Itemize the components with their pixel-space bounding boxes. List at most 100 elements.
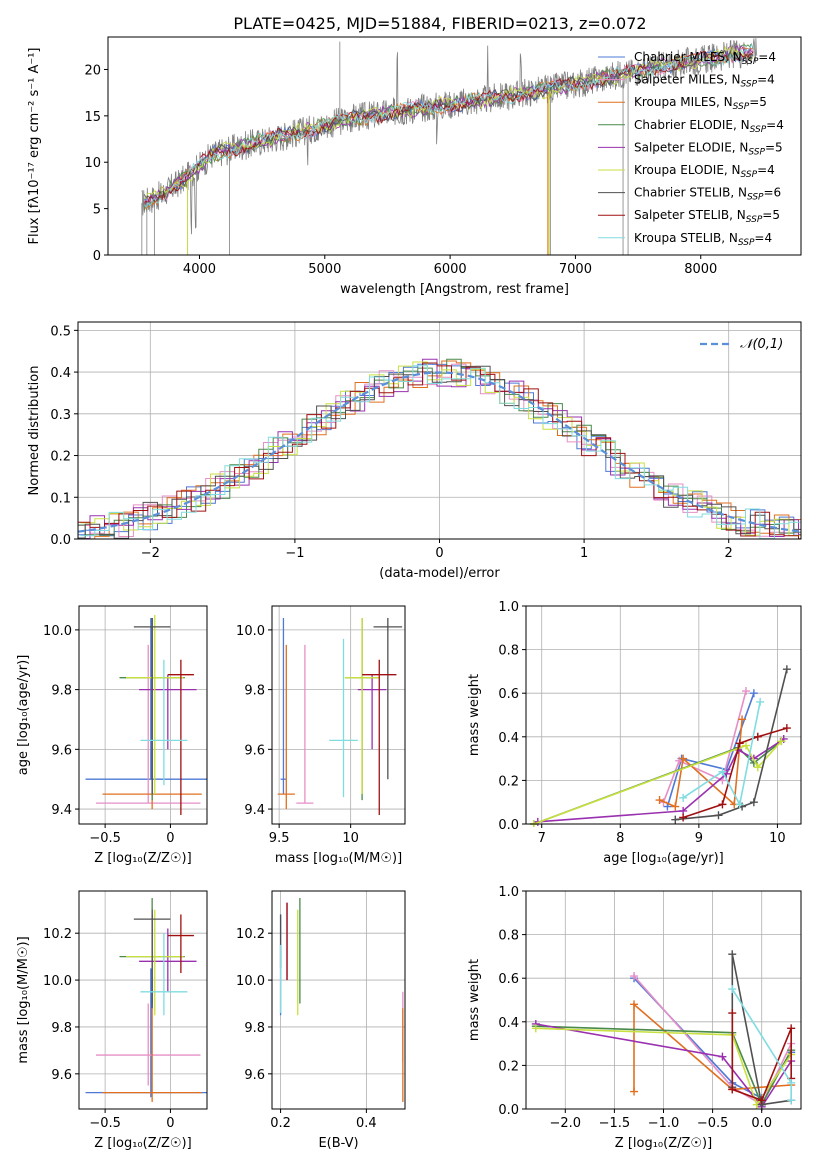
legend-label: Salpeter ELODIE, NSSP=5 [634, 140, 783, 157]
y-axis-label: mass weight [467, 674, 482, 756]
weight-line-area [531, 950, 796, 1111]
y-tick-label: 9.8 [244, 684, 265, 699]
x-tick-label: 0 [166, 1116, 174, 1131]
y-tick-label: 0.2 [50, 450, 71, 465]
x-tick-label: 9.5 [269, 831, 290, 846]
weight-marker [671, 815, 680, 824]
weight-series-line [535, 1023, 792, 1109]
y-tick-label: 0.8 [498, 644, 519, 659]
y-axis-label: Flux [fλ10⁻¹⁷ erg cm⁻² s⁻¹ A⁻¹] [27, 48, 42, 245]
legend-label: Salpeter STELIB, NSSP=5 [634, 208, 780, 225]
y-tick-label: 15 [84, 110, 101, 125]
y-tick-label: 20 [84, 63, 101, 78]
errorbar-area [85, 898, 207, 1102]
legend-label: Chabrier STELIB, NSSP=6 [634, 186, 781, 203]
x-tick-label: 6000 [434, 262, 467, 277]
x-tick-label: −1.5 [599, 1116, 631, 1131]
weight-marker [714, 811, 723, 820]
spectrum-panel: Chabrier MILES, NSSP=4 Salpeter MILES, NS… [27, 36, 802, 297]
y-tick-label: 10.2 [236, 927, 265, 942]
x-tick-label: 10 [342, 831, 359, 846]
y-tick-label: 10.2 [43, 927, 72, 942]
axes-frame [78, 890, 208, 1110]
y-tick-label: 0.6 [498, 972, 519, 987]
histogram-area [78, 358, 801, 539]
weight-marker [742, 687, 750, 696]
y-tick-label: 0.3 [50, 408, 71, 423]
weight-marker [738, 715, 747, 724]
weight-marker [782, 665, 791, 674]
mass-vs-metallicity-panel: −0.5 0 9.6 9.8 10.0 10.2 Z [log₁₀(Z/Z☉)] mass [… [16, 890, 208, 1151]
model-spectrum-line [143, 43, 754, 209]
weight-marker [655, 796, 664, 805]
weight-marker [728, 1085, 737, 1094]
weight-vs-age-panel: 7 8 9 10 0.0 0.2 0.4 0.6 0.8 1.0 age [log₁₀(age/yr… [467, 600, 802, 866]
weight-marker [728, 950, 737, 959]
weight-series-line [633, 1002, 792, 1092]
y-tick-label: 0 [93, 249, 101, 264]
weight-line-area [529, 665, 791, 827]
x-axis-label: (data-model)/error [379, 566, 500, 581]
y-tick-label: 10.0 [236, 974, 265, 989]
axes-frame [271, 605, 406, 825]
residuals-panel: 𝒩(0,1) −2 −1 0 1 2 0.0 0.1 0.2 0.3 0.4 0.5 (data-mod… [27, 321, 802, 581]
y-tick-label: 9.8 [51, 684, 72, 699]
y-tick-label: 9.4 [51, 803, 72, 818]
figure-title: PLATE=0425, MJD=51884, FIBERID=0213, z=0… [233, 14, 646, 33]
weight-marker [787, 1078, 796, 1087]
x-tick-label: −2 [141, 546, 160, 561]
weight-marker [753, 732, 762, 741]
residual-histogram-step [80, 361, 801, 536]
weight-marker [718, 1052, 727, 1061]
y-tick-label: 9.4 [244, 803, 265, 818]
weight-marker [782, 724, 791, 733]
spectrum-plot-area [141, 38, 758, 255]
x-tick-label: 0.2 [270, 1116, 291, 1131]
x-tick-label: 7 [538, 831, 546, 846]
weight-marker [757, 1096, 766, 1105]
x-tick-label: 0.0 [751, 1116, 772, 1131]
errorbar-area [85, 614, 207, 816]
weight-marker [728, 1009, 737, 1018]
y-tick-label: 0.0 [50, 533, 71, 548]
x-tick-label: −2.0 [549, 1116, 581, 1131]
age-vs-mass-panel: 9.5 10 9.4 9.6 9.8 10.0 mass [log₁₀(M/M☉)] [236, 605, 406, 866]
y-axis-label: Normed distribution [27, 366, 42, 496]
y-tick-label: 1.0 [498, 600, 519, 615]
weight-marker [679, 793, 688, 802]
y-tick-label: 0.2 [498, 1059, 519, 1074]
axes-frame [78, 605, 208, 825]
x-tick-label: 4000 [183, 262, 216, 277]
y-tick-label: 1.0 [498, 885, 519, 900]
residual-histogram-step [80, 365, 801, 539]
weight-marker [756, 697, 765, 706]
x-tick-label: 2 [725, 546, 733, 561]
x-axis-label: age [log₁₀(age/yr)] [603, 851, 724, 866]
y-tick-label: 10.0 [43, 974, 72, 989]
legend-label: 𝒩(0,1) [740, 337, 783, 352]
y-axis-label: age [log₁₀(age/yr)] [16, 655, 31, 776]
legend-label: Chabrier MILES, NSSP=4 [634, 50, 776, 67]
y-tick-label: 10.0 [236, 624, 265, 639]
weight-marker [787, 1096, 796, 1105]
weight-series-line [682, 701, 761, 807]
residual-histogram-step [78, 365, 801, 539]
normal-curve [78, 371, 801, 533]
weight-marker [742, 741, 750, 750]
weight-marker [630, 1087, 639, 1096]
x-axis-label: wavelength [Angstrom, rest frame] [340, 282, 569, 297]
weight-vs-metallicity-panel: −2.0 −1.5 −1.0 −0.5 0.0 0.0 0.2 0.4 0.6 0.8 1.0 Z [… [467, 885, 802, 1151]
x-axis-label: Z [log₁₀(Z/Z☉)] [615, 1136, 712, 1151]
x-tick-label: −0.5 [89, 1116, 121, 1131]
x-tick-label: 0 [435, 546, 443, 561]
y-tick-label: 0.0 [498, 1103, 519, 1118]
y-axis-label: mass weight [467, 959, 482, 1041]
weight-series-line [666, 692, 755, 807]
x-tick-label: 9 [695, 831, 703, 846]
errorbar-area [277, 617, 403, 816]
x-tick-label: −1.0 [648, 1116, 680, 1131]
y-tick-label: 9.8 [51, 1021, 72, 1036]
y-tick-label: 9.6 [244, 743, 265, 758]
legend-label: Kroupa ELODIE, NSSP=4 [634, 163, 775, 180]
